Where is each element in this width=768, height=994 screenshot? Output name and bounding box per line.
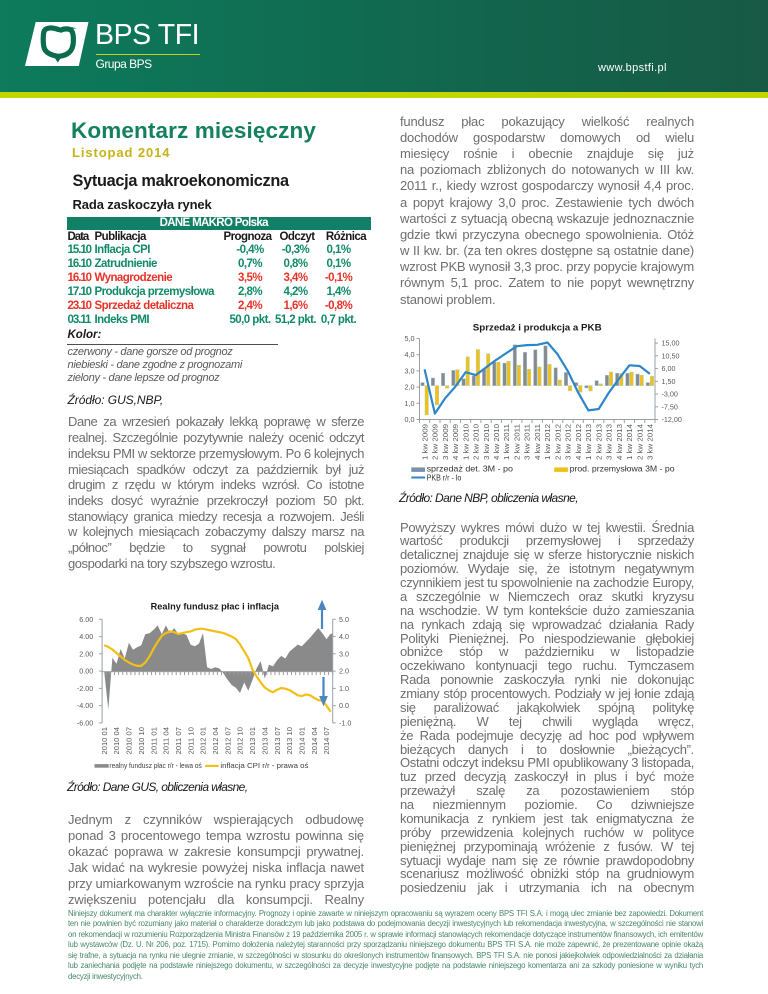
svg-text:1 kw 2014: 1 kw 2014 (625, 424, 634, 460)
svg-text:1,50: 1,50 (662, 377, 676, 386)
svg-text:0,0: 0,0 (405, 415, 415, 424)
svg-text:2 kw 2013: 2 kw 2013 (594, 424, 603, 460)
svg-text:2 kw 2014: 2 kw 2014 (635, 424, 644, 460)
svg-text:2014 07: 2014 07 (322, 727, 331, 755)
svg-text:3.0: 3.0 (339, 649, 349, 658)
svg-text:-6.00: -6.00 (77, 718, 93, 727)
svg-text:3 kw 2010: 3 kw 2010 (482, 424, 491, 460)
svg-text:2 kw 2010: 2 kw 2010 (472, 424, 481, 460)
svg-text:4 kw 2012: 4 kw 2012 (574, 424, 583, 460)
svg-text:2014 01: 2014 01 (298, 727, 307, 755)
svg-text:2012 04: 2012 04 (211, 727, 220, 755)
svg-text:2013 07: 2013 07 (273, 727, 282, 755)
svg-text:2011 07: 2011 07 (174, 727, 183, 755)
svg-text:4 kw 2011: 4 kw 2011 (533, 424, 542, 460)
svg-text:2013 10: 2013 10 (285, 727, 294, 755)
svg-text:2012 10: 2012 10 (236, 727, 245, 755)
svg-text:2,0: 2,0 (405, 383, 415, 392)
svg-text:Sprzedaż i produkcja a PKB: Sprzedaż i produkcja a PKB (473, 323, 602, 333)
svg-text:5,0: 5,0 (405, 334, 415, 343)
svg-text:0.00: 0.00 (79, 667, 93, 676)
svg-text:2014 04: 2014 04 (310, 727, 319, 755)
svg-text:2010 07: 2010 07 (125, 727, 134, 755)
svg-text:realny fundusz płac r/r - lewa: realny fundusz płac r/r - lewa oś (109, 761, 202, 770)
svg-text:2010 10: 2010 10 (137, 727, 146, 755)
svg-text:prod. przemysłowa 3M - po: prod. przemysłowa 3M - po (570, 465, 675, 474)
svg-text:1,0: 1,0 (405, 399, 415, 408)
svg-text:4 kw 2010: 4 kw 2010 (492, 424, 501, 460)
svg-text:4.0: 4.0 (339, 632, 349, 641)
svg-text:3,0: 3,0 (405, 366, 415, 375)
svg-text:3 kw 2012: 3 kw 2012 (564, 424, 573, 460)
svg-text:2012 01: 2012 01 (199, 727, 208, 755)
svg-text:10,50: 10,50 (662, 351, 680, 360)
svg-text:15,00: 15,00 (662, 339, 680, 348)
svg-text:2 kw 2011: 2 kw 2011 (513, 424, 522, 460)
svg-text:4,0: 4,0 (405, 350, 415, 359)
svg-text:inflacja CPI r/r - prawa oś: inflacja CPI r/r - prawa oś (220, 761, 308, 770)
svg-text:2010 01: 2010 01 (100, 727, 109, 755)
svg-text:2011 10: 2011 10 (186, 727, 195, 755)
svg-text:1.0: 1.0 (339, 684, 349, 693)
svg-text:5.0: 5.0 (339, 615, 349, 624)
svg-text:6.00: 6.00 (79, 615, 93, 624)
svg-text:PKB r/r - lo: PKB r/r - lo (427, 473, 462, 482)
svg-text:4 kw 2009: 4 kw 2009 (451, 424, 460, 460)
svg-text:0.0: 0.0 (339, 701, 349, 710)
svg-text:6,00: 6,00 (662, 364, 676, 373)
svg-text:Realny fundusz płac i inflacja: Realny fundusz płac i inflacja (151, 601, 280, 611)
svg-text:4.00: 4.00 (79, 632, 93, 641)
svg-text:1 kw 2011: 1 kw 2011 (502, 424, 511, 460)
svg-text:2013 01: 2013 01 (248, 727, 257, 755)
svg-text:3 kw 2009: 3 kw 2009 (441, 424, 450, 460)
svg-text:-2.00: -2.00 (77, 684, 93, 693)
svg-text:-7,50: -7,50 (662, 402, 678, 411)
svg-text:-4.00: -4.00 (77, 701, 93, 710)
svg-text:2013 04: 2013 04 (261, 727, 270, 755)
svg-text:-1.0: -1.0 (339, 718, 351, 727)
svg-text:2012 07: 2012 07 (223, 727, 232, 755)
svg-text:2.00: 2.00 (79, 649, 93, 658)
svg-text:4 kw 2013: 4 kw 2013 (615, 424, 624, 460)
svg-text:3 kw 2013: 3 kw 2013 (605, 424, 614, 460)
svg-text:3 kw 2011: 3 kw 2011 (523, 424, 532, 460)
svg-text:-3,00: -3,00 (662, 390, 678, 399)
svg-text:2011 01: 2011 01 (149, 727, 158, 755)
svg-text:2 kw 2009: 2 kw 2009 (431, 424, 440, 460)
svg-text:2.0: 2.0 (339, 667, 349, 676)
svg-text:1 kw 2013: 1 kw 2013 (584, 424, 593, 460)
svg-text:1 kw 2010: 1 kw 2010 (461, 424, 470, 460)
svg-text:1 kw 2012: 1 kw 2012 (543, 424, 552, 460)
svg-text:1 kw 2009: 1 kw 2009 (420, 424, 429, 460)
svg-text:2011 04: 2011 04 (162, 727, 171, 755)
svg-text:3 kw 2014: 3 kw 2014 (646, 424, 655, 460)
svg-text:sprzedaż det. 3M - po: sprzedaż det. 3M - po (427, 465, 514, 474)
svg-text:2010 04: 2010 04 (112, 727, 121, 755)
svg-text:-12,00: -12,00 (662, 415, 682, 424)
svg-text:2 kw 2012: 2 kw 2012 (553, 424, 562, 460)
